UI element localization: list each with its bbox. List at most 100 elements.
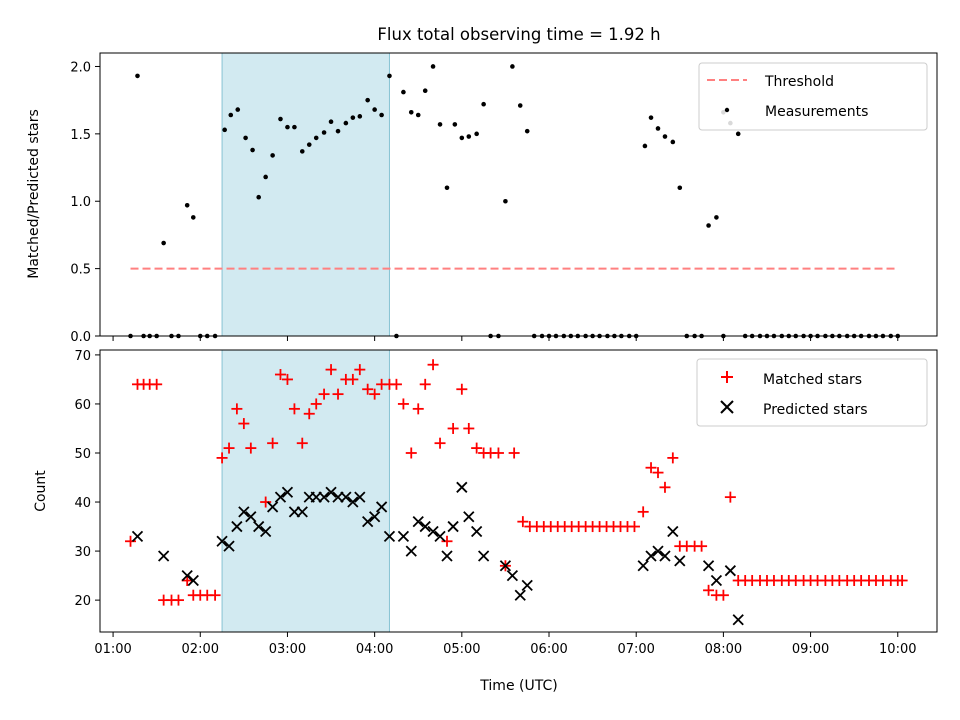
matched-star-point [405,447,417,459]
predicted-star-point [238,506,250,518]
measurement-point [292,124,297,130]
predicted-star-point [637,560,649,572]
matched-star-point [637,506,649,518]
measurement-point [321,130,327,135]
measurement-point [481,101,486,107]
predicted-star-point [340,491,352,503]
predicted-star-point [274,491,287,503]
matched-star-point [354,364,366,376]
predicted-star-point [253,520,265,533]
top-legend: Threshold Measurements [698,62,928,131]
predicted-star-point [397,530,410,543]
matched-star-point [463,422,475,434]
matched-star-point [628,521,640,533]
x-tick-label: 03:00 [269,642,306,657]
matched-legend-swatch [721,371,733,383]
matched-star-point [310,398,322,410]
predicted-star-point [456,481,468,493]
matched-star-point [419,378,431,390]
matched-star-point [896,575,908,587]
top-panel-shade-layer [221,52,390,337]
matched-legend-label: Matched stars [763,372,862,388]
predicted-star-point [434,530,446,543]
matched-star-point [209,589,221,601]
measurement-point [278,116,283,122]
y-tick-label: 1.0 [70,195,91,210]
predicted-star-point [187,574,199,587]
matched-star-point [223,442,235,454]
bottom-panel-shade-layer [221,349,390,633]
predicted-star-point [260,525,272,538]
x-tick-label: 10:00 [879,642,916,657]
predicted-star-point [383,530,396,543]
predicted-star-point [216,535,228,547]
matched-star-point [717,589,729,601]
predicted-star-point [447,520,459,533]
bottom-panel-frame [99,349,938,633]
matched-star-point [260,496,272,508]
predicted-star-point [347,496,359,508]
predicted-star-point [514,589,526,601]
predicted-star-point [369,511,381,523]
predicted-star-point [296,506,308,518]
matched-star-point [667,452,679,464]
bottom-panel-plot-layer [125,359,908,626]
predicted-star-point [702,560,715,572]
y-tick-label: 1.5 [70,128,91,143]
measurement-point [299,149,305,154]
measurement-point [184,202,190,208]
y-tick-label: 20 [74,594,91,609]
matched-star-point [332,388,344,400]
measurement-point [503,198,508,204]
predicted-star-point [471,525,483,538]
matched-star-point [412,403,424,415]
top-panel-ylabel: Matched/Predicted stars [26,109,42,279]
matched-star-point [325,364,337,376]
predicted-star-point [405,545,417,557]
matched-star-point [172,594,184,606]
measurement-point [270,153,275,158]
measurement-point [662,134,668,139]
y-tick-label: 2.0 [70,60,91,75]
matched-star-point [125,535,137,547]
measurement-point [430,64,436,69]
measurement-point [648,115,654,120]
matched-star-point [659,481,671,493]
matched-star-point [703,584,715,596]
predicted-star-point [362,516,374,528]
predicted-star-point [499,560,512,572]
matched-star-point [517,516,529,528]
matched-star-point [696,540,708,552]
bottom-legend: Matched stars Predicted stars [696,358,928,427]
predicted-star-point [521,579,533,592]
measurement-point [335,128,341,134]
measurement-point [706,223,711,228]
matched-star-point [296,437,308,449]
measurement-point [655,126,661,131]
predicted-star-point [667,525,679,538]
top-panel-y-ticks: 0.0 0.5 1.0 1.5 2.0 [70,60,100,345]
top-panel: 0.00.51.01.52.0 Matched/Predicted stars … [26,52,938,345]
measurement-point [714,215,719,220]
y-tick-label: 50 [74,447,91,462]
predicted-star-point [281,486,294,498]
x-tick-label: 09:00 [792,642,829,657]
top-legend-box [698,62,928,131]
predicted-legend-swatch [720,400,734,414]
matched-star-point [645,462,657,474]
measurement-point [677,185,683,191]
predicted-star-point [131,530,144,543]
x-tick-label: 05:00 [443,642,480,657]
matched-star-point [434,437,446,449]
measurement-point [222,127,227,133]
predicted-star-point [477,550,490,562]
predicted-star-point [375,501,388,513]
measurement-point [735,131,741,137]
matched-star-point [369,388,381,400]
measurement-point [422,88,428,94]
measurement-point [190,215,196,220]
measurement-point [401,89,406,95]
matched-star-point [151,378,163,390]
predicted-star-point [652,545,664,557]
predicted-legend-label: Predicted stars [763,402,868,418]
